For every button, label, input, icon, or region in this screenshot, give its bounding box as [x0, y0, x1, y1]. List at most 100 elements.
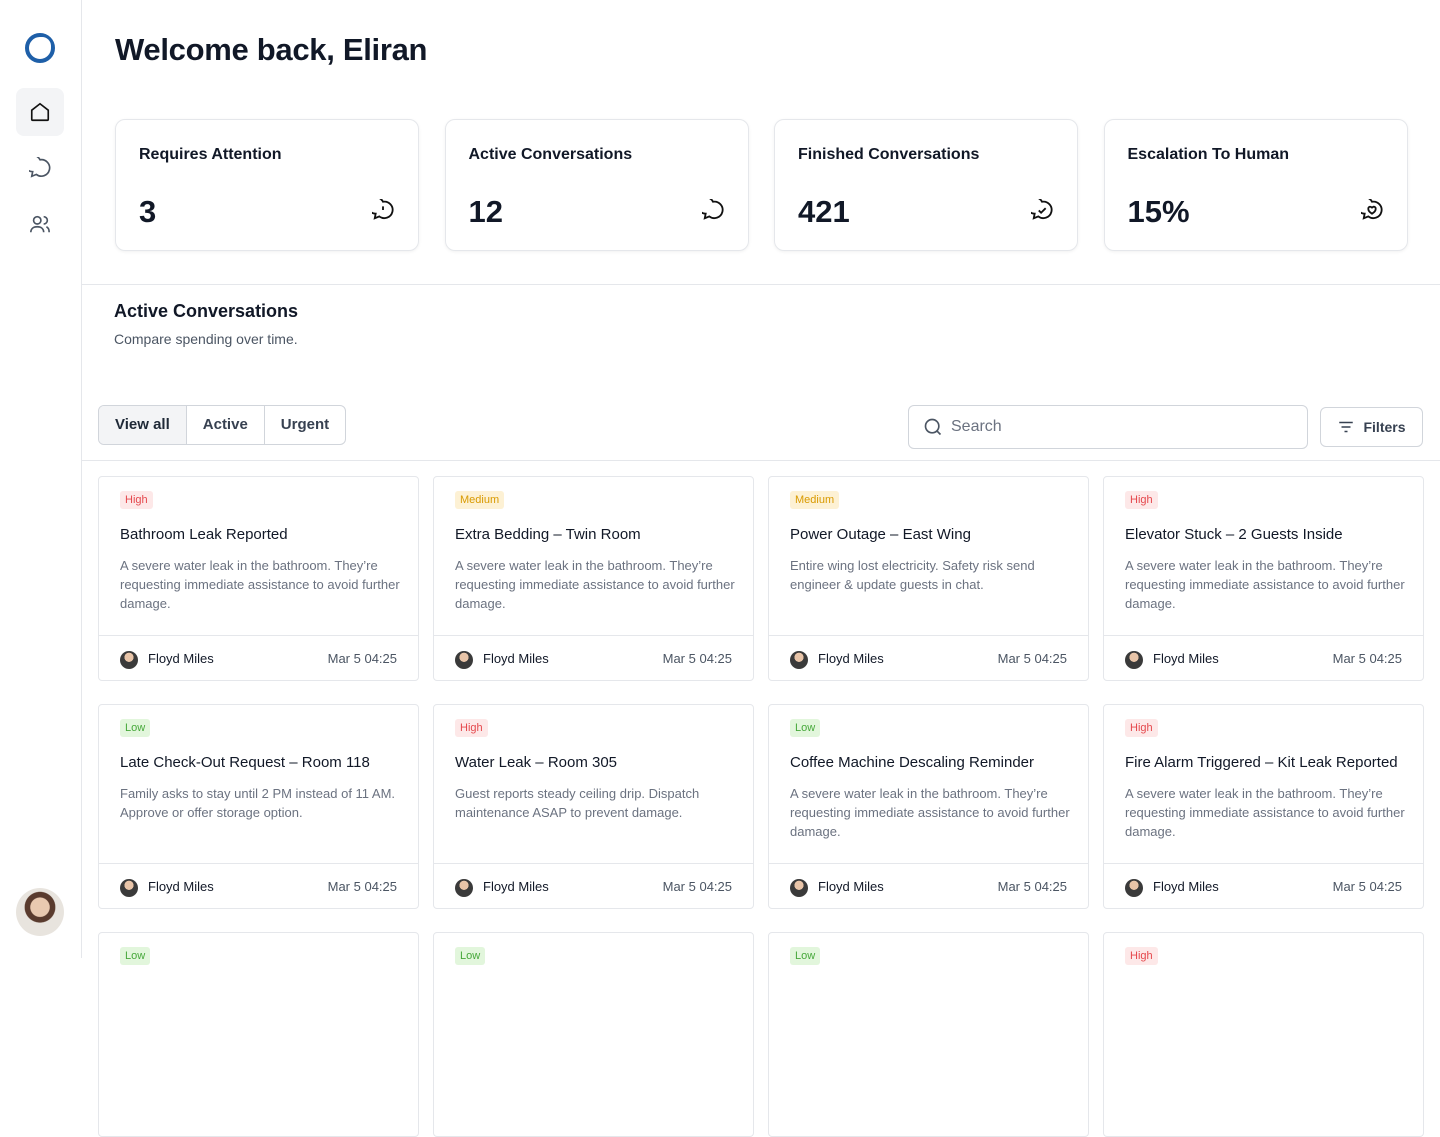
stat-card: Finished Conversations 421	[774, 119, 1078, 251]
sidebar	[0, 0, 82, 958]
section-title: Active Conversations	[114, 301, 299, 321]
priority-badge: High	[1125, 491, 1158, 509]
stat-value: 15%	[1127, 194, 1190, 229]
search-placeholder: Search	[951, 418, 1002, 435]
user-avatar[interactable]	[16, 888, 64, 936]
conversation-card[interactable]: Low	[433, 932, 754, 1137]
card-title: Power Outage – East Wing	[790, 526, 971, 543]
stat-label: Finished Conversations	[798, 146, 980, 163]
filters-label: Filters	[1363, 419, 1406, 435]
timestamp: Mar 5 04:25	[662, 879, 732, 894]
conversation-card[interactable]: High	[1103, 932, 1424, 1137]
timestamp: Mar 5 04:25	[662, 651, 732, 666]
divider	[82, 460, 1440, 461]
author-name: Floyd Miles	[1153, 651, 1219, 666]
author-name: Floyd Miles	[148, 879, 214, 894]
card-footer: Floyd Miles Mar 5 04:25	[434, 635, 753, 681]
timestamp: Mar 5 04:25	[327, 651, 397, 666]
search-box[interactable]: Search	[908, 405, 1308, 449]
author-avatar	[120, 651, 138, 669]
author-avatar	[455, 651, 473, 669]
conversation-card[interactable]: Low	[768, 932, 1089, 1137]
card-title: Elevator Stuck – 2 Guests Inside	[1125, 526, 1343, 543]
conversation-card[interactable]: Low Late Check-Out Request – Room 118 Fami…	[98, 704, 419, 909]
nav-home[interactable]	[16, 88, 64, 136]
card-footer: Floyd Miles Mar 5 04:25	[99, 635, 418, 681]
stat-icon	[372, 199, 394, 220]
card-footer: Floyd Miles Mar 5 04:25	[769, 863, 1088, 909]
priority-badge: Low	[455, 947, 486, 965]
author-avatar	[455, 879, 473, 897]
timestamp: Mar 5 04:25	[1332, 651, 1402, 666]
card-title: Coffee Machine Descaling Reminder	[790, 754, 1035, 771]
stat-label: Escalation To Human	[1127, 146, 1290, 163]
tab[interactable]: View all	[99, 406, 186, 444]
stat-card: Escalation To Human 15%	[1103, 119, 1408, 251]
timestamp: Mar 5 04:25	[327, 879, 397, 894]
author-name: Floyd Miles	[483, 651, 549, 666]
timestamp: Mar 5 04:25	[997, 651, 1067, 666]
card-description: A severe water leak in the bathroom. The…	[1125, 558, 1405, 611]
conversation-card[interactable]: High Bathroom Leak Reported A severe water…	[98, 476, 419, 681]
conversation-card[interactable]: Medium Power Outage – East Wing Entire win…	[768, 476, 1089, 681]
card-footer: Floyd Miles Mar 5 04:25	[1104, 863, 1423, 909]
stat-label: Requires Attention	[139, 146, 282, 163]
stat-card: Requires Attention 3	[115, 119, 419, 251]
conversation-card[interactable]: Low Coffee Machine Descaling Reminder A se…	[768, 704, 1089, 909]
stat-icon	[701, 199, 724, 220]
author-avatar	[1125, 651, 1143, 669]
card-description: Entire wing lost electricity. Safety ris…	[790, 558, 1035, 592]
card-description: Guest reports steady ceiling drip. Dispa…	[455, 786, 700, 820]
card-title: Water Leak – Room 305	[455, 754, 618, 771]
priority-badge: High	[455, 719, 488, 737]
nav-chat[interactable]	[16, 144, 64, 192]
card-footer: Floyd Miles Mar 5 04:25	[1104, 635, 1423, 681]
stat-label: Active Conversations	[468, 146, 633, 163]
author-name: Floyd Miles	[1153, 879, 1219, 894]
priority-badge: Medium	[790, 491, 840, 509]
timestamp: Mar 5 04:25	[1332, 879, 1402, 894]
card-description: A severe water leak in the bathroom. The…	[455, 558, 735, 611]
card-description: A severe water leak in the bathroom. The…	[1125, 786, 1405, 839]
tab[interactable]: Urgent	[263, 406, 345, 444]
divider	[82, 284, 1440, 285]
nav-users[interactable]	[16, 200, 64, 248]
priority-badge: Low	[790, 947, 821, 965]
page-title: Welcome back, Eliran	[115, 32, 428, 67]
priority-badge: Medium	[455, 491, 505, 509]
priority-badge: Low	[790, 719, 821, 737]
priority-badge: High	[1125, 947, 1158, 965]
card-footer: Floyd Miles Mar 5 04:25	[434, 863, 753, 909]
tab-group: View all Active Urgent	[98, 405, 347, 445]
card-title: Extra Bedding – Twin Room	[455, 526, 641, 543]
stat-value: 3	[139, 194, 157, 229]
conversation-card[interactable]: High Elevator Stuck – 2 Guests Inside A se…	[1103, 476, 1424, 681]
stat-value: 421	[798, 194, 850, 229]
card-description: A severe water leak in the bathroom. The…	[120, 558, 400, 611]
timestamp: Mar 5 04:25	[997, 879, 1067, 894]
author-avatar	[1125, 879, 1143, 897]
stat-value: 12	[468, 194, 503, 229]
priority-badge: Low	[120, 719, 151, 737]
card-title: Bathroom Leak Reported	[120, 526, 288, 543]
conversation-card[interactable]: High Fire Alarm Triggered – Kit Leak Repo…	[1103, 704, 1424, 909]
card-footer: Floyd Miles Mar 5 04:25	[99, 863, 418, 909]
stat-card: Active Conversations 12	[444, 119, 749, 251]
card-footer: Floyd Miles Mar 5 04:25	[769, 635, 1088, 681]
section-subtitle: Compare spending over time.	[114, 331, 298, 347]
filters-button[interactable]: Filters	[1320, 407, 1423, 447]
author-avatar	[790, 879, 808, 897]
author-name: Floyd Miles	[148, 651, 214, 666]
card-description: A severe water leak in the bathroom. The…	[790, 786, 1070, 839]
conversation-card[interactable]: High Water Leak – Room 305 Guest reports s…	[433, 704, 754, 909]
author-name: Floyd Miles	[483, 879, 549, 894]
card-title: Late Check-Out Request – Room 118	[120, 754, 370, 771]
conversation-card[interactable]: Medium Extra Bedding – Twin Room A severe …	[433, 476, 754, 681]
author-name: Floyd Miles	[818, 651, 884, 666]
author-name: Floyd Miles	[818, 879, 884, 894]
priority-badge: Low	[120, 947, 151, 965]
tab[interactable]: Active	[185, 406, 264, 444]
conversation-card[interactable]: Low	[98, 932, 419, 1137]
card-title: Fire Alarm Triggered – Kit Leak Reported	[1125, 754, 1398, 771]
